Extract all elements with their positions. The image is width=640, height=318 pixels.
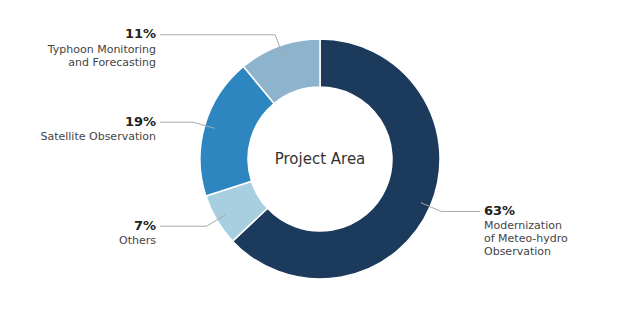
category-label: Modernizationof Meteo-hydroObservation — [484, 219, 568, 258]
category-label-line: Modernization — [484, 219, 562, 232]
category-label: Satellite Observation — [40, 130, 156, 143]
leader-line — [160, 35, 283, 56]
category-label: Others — [119, 234, 156, 247]
center-title: Project Area — [275, 150, 366, 168]
data-label: 63% — [484, 203, 515, 218]
category-label-line: Satellite Observation — [40, 130, 156, 143]
data-label: 19% — [125, 114, 156, 129]
donut: Project Area — [200, 39, 440, 279]
category-label: Typhoon Monitoringand Forecasting — [47, 43, 156, 69]
slice — [233, 39, 440, 279]
category-label-line: Observation — [484, 245, 551, 258]
leader-line — [421, 203, 480, 212]
data-label: 7% — [134, 218, 156, 233]
chart: Project Area63%Modernizationof Meteo-hyd… — [0, 0, 640, 318]
category-label-line: and Forecasting — [68, 56, 156, 69]
slice — [244, 39, 320, 104]
leader-line — [160, 122, 214, 128]
category-label-line: Others — [119, 234, 156, 247]
data-label: 11% — [125, 26, 156, 41]
leader-line — [160, 215, 225, 226]
category-label-line: of Meteo-hydro — [484, 232, 568, 245]
labels: 63%Modernizationof Meteo-hydroObservatio… — [40, 26, 568, 258]
category-label-line: Typhoon Monitoring — [47, 43, 156, 56]
